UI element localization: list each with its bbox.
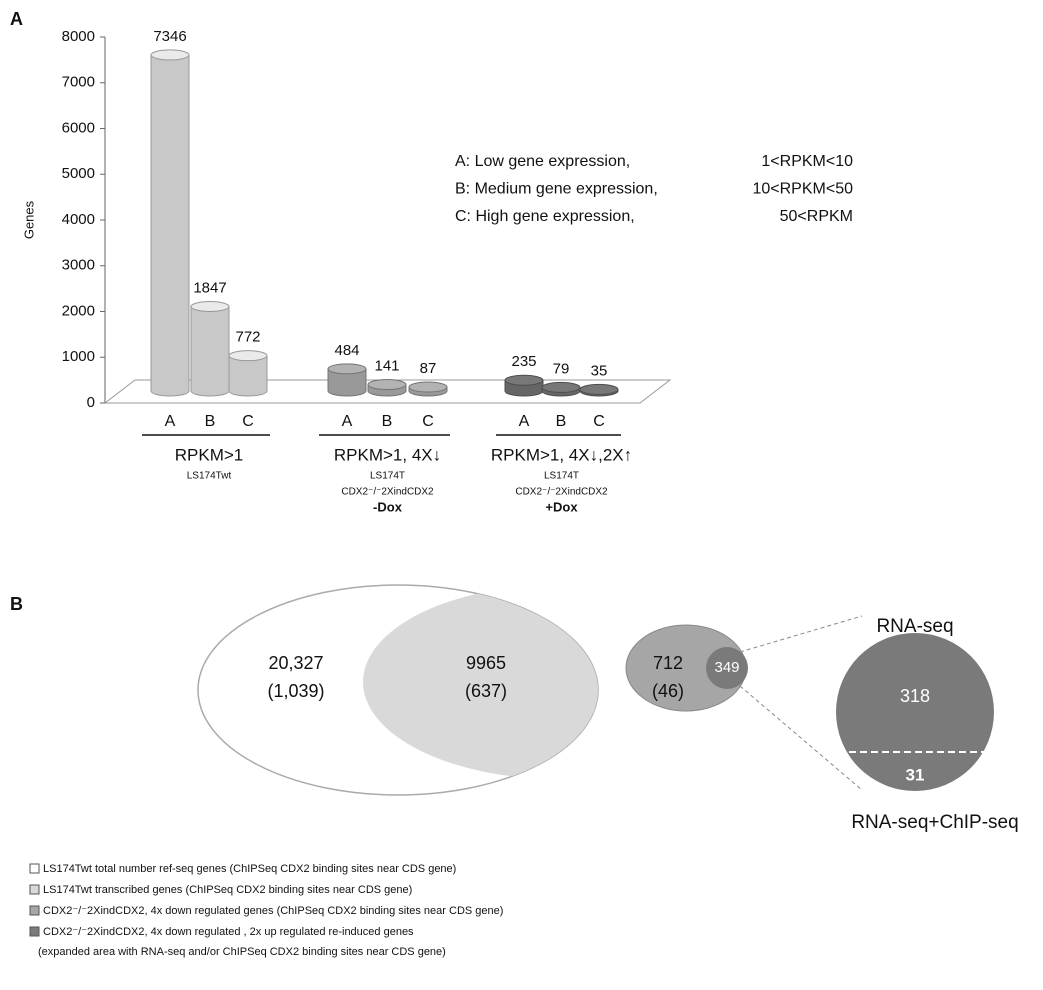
y-tick-label: 2000 [62, 302, 95, 319]
y-tick-label: 0 [87, 394, 95, 411]
panel-label: B [10, 594, 23, 614]
zoom-line [739, 615, 863, 653]
x-tick-label: C [593, 413, 605, 430]
bar-top [190, 300, 230, 312]
annotation-range: 10<RPKM<50 [752, 181, 853, 198]
venn-count: 349 [714, 659, 739, 676]
annotation: B: Medium gene expression, [455, 181, 658, 198]
set-reinduced [706, 647, 748, 689]
legend-text: LS174Twt total number ref-seq genes (ChI… [43, 863, 456, 875]
zoom-top: 318 [900, 686, 930, 706]
bar-top [504, 374, 544, 386]
panel-label: A [10, 9, 23, 29]
y-tick-label: 5000 [62, 165, 95, 182]
zoom-bottom: 31 [906, 765, 925, 784]
legend-text: LS174Twt transcribed genes (ChIPSeq CDX2… [43, 884, 412, 896]
zoom-line [739, 685, 863, 791]
annotation: C: High gene expression, [455, 208, 635, 225]
venn-sub: (46) [652, 681, 684, 701]
zoom-caption: RNA-seq+ChIP-seq [851, 812, 1018, 833]
x-tick-label: B [205, 413, 216, 430]
y-tick-label: 1000 [62, 348, 95, 365]
group-label: RPKM>1, 4X↓ [334, 445, 441, 464]
group-note: +Dox [545, 499, 578, 514]
annotation: A: Low gene expression, [455, 153, 630, 170]
bar [190, 306, 230, 397]
venn-sub: (637) [465, 681, 507, 701]
group-note: CDX2⁻/⁻2XindCDX2 [341, 487, 434, 498]
x-tick-label: A [342, 413, 353, 430]
venn-count: 9965 [466, 653, 506, 673]
legend-swatch [29, 863, 40, 874]
y-tick-label: 3000 [62, 257, 95, 274]
value-label: 1847 [193, 279, 226, 296]
group-note: LS174T [544, 471, 579, 482]
venn-count: 712 [653, 653, 683, 673]
y-tick-label: 7000 [62, 74, 95, 91]
y-tick-label: 4000 [62, 211, 95, 228]
legend-text: (expanded area with RNA-seq and/or ChIPS… [38, 946, 446, 958]
legend-swatch [29, 884, 40, 895]
y-axis-label: Genes [21, 200, 36, 239]
bar-top [327, 363, 367, 375]
annotation-range: 50<RPKM [780, 208, 853, 225]
bar-top [408, 381, 448, 393]
x-tick-label: B [382, 413, 393, 430]
value-label: 772 [235, 329, 260, 346]
value-label: 87 [420, 360, 437, 377]
bar [150, 54, 190, 397]
legend-swatch [29, 926, 40, 937]
venn-sub: (1,039) [267, 681, 324, 701]
x-tick-label: B [556, 413, 567, 430]
x-tick-label: C [242, 413, 254, 430]
bar-top [150, 49, 190, 61]
bar-top [228, 350, 268, 362]
group-note: LS174T [370, 471, 405, 482]
y-tick-label: 6000 [62, 119, 95, 136]
legend-text: CDX2⁻/⁻2XindCDX2, 4x down regulated , 2x… [43, 926, 414, 938]
value-label: 235 [511, 353, 536, 370]
group-note: LS174Twt [187, 471, 232, 482]
group-note: -Dox [373, 499, 403, 514]
annotation-range: 1<RPKM<10 [761, 153, 853, 170]
value-label: 7346 [153, 28, 186, 45]
y-tick-label: 8000 [62, 28, 95, 45]
group-label: RPKM>1, 4X↓,2X↑ [491, 445, 632, 464]
value-label: 35 [591, 362, 608, 379]
bar [327, 368, 367, 397]
set-transcribed [363, 585, 598, 779]
zoom-title: RNA-seq [876, 616, 953, 637]
value-label: 141 [374, 358, 399, 375]
legend-text: CDX2⁻/⁻2XindCDX2, 4x down regulated gene… [43, 905, 503, 917]
value-label: 79 [553, 360, 570, 377]
legend-swatch [29, 905, 40, 916]
venn-count: 20,327 [268, 653, 323, 673]
bar [228, 355, 268, 397]
value-label: 484 [334, 342, 359, 359]
x-tick-label: C [422, 413, 434, 430]
bar-top [541, 381, 581, 393]
x-tick-label: A [165, 413, 176, 430]
bar-top [367, 379, 407, 391]
group-note: CDX2⁻/⁻2XindCDX2 [515, 487, 608, 498]
x-tick-label: A [519, 413, 530, 430]
group-label: RPKM>1 [175, 445, 244, 464]
bar-top [579, 383, 619, 395]
